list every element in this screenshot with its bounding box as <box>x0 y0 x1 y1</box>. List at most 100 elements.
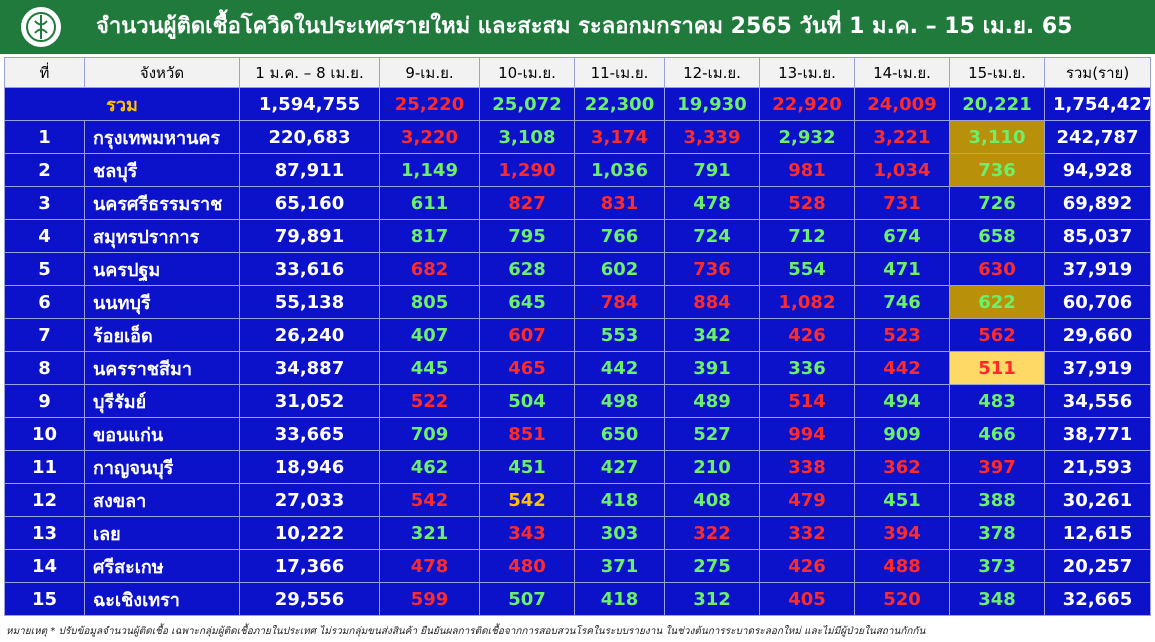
case-count: 791 <box>664 153 760 187</box>
province-name: นครศรีธรรมราช <box>84 186 240 220</box>
case-count: 388 <box>949 483 1045 517</box>
case-count: 478 <box>664 186 760 220</box>
case-count: 38,771 <box>1044 417 1151 451</box>
row-number: 15 <box>4 582 85 616</box>
case-count: 712 <box>759 219 855 253</box>
case-count: 909 <box>854 417 950 451</box>
case-count: 69,892 <box>1044 186 1151 220</box>
province-name: เลย <box>84 516 240 550</box>
case-count: 2,932 <box>759 120 855 154</box>
case-count: 465 <box>479 351 575 385</box>
case-count: 736 <box>664 252 760 286</box>
case-count: 37,919 <box>1044 252 1151 286</box>
case-count: 489 <box>664 384 760 418</box>
column-header: 10-เม.ย. <box>479 57 575 88</box>
case-count: 1,149 <box>379 153 480 187</box>
case-count: 498 <box>574 384 665 418</box>
case-count: 343 <box>479 516 575 550</box>
column-header: 9-เม.ย. <box>379 57 480 88</box>
case-count: 405 <box>759 582 855 616</box>
case-count: 34,887 <box>239 351 380 385</box>
case-count: 658 <box>949 219 1045 253</box>
case-count: 362 <box>854 450 950 484</box>
case-count: 338 <box>759 450 855 484</box>
covid-table: ที่ จังหวัด 1 ม.ค. – 8 เม.ย. 9-เม.ย. 10-เม.ย… <box>4 57 1151 616</box>
case-count: 766 <box>574 219 665 253</box>
case-count: 884 <box>664 285 760 319</box>
total-label: รวม <box>4 87 240 121</box>
total-value: 24,009 <box>854 87 950 121</box>
column-header: 12-เม.ย. <box>664 57 760 88</box>
case-count: 394 <box>854 516 950 550</box>
province-name: ชลบุรี <box>84 153 240 187</box>
case-count: 3,110 <box>949 120 1045 154</box>
case-count: 336 <box>759 351 855 385</box>
case-count: 607 <box>479 318 575 352</box>
case-count: 408 <box>664 483 760 517</box>
case-count: 726 <box>949 186 1045 220</box>
case-count: 522 <box>379 384 480 418</box>
case-count: 831 <box>574 186 665 220</box>
case-count: 674 <box>854 219 950 253</box>
province-row: 4 สมุทรปราการ 79,891 817 795 766 724 712 674 658 8… <box>4 219 1151 253</box>
row-number: 4 <box>4 219 85 253</box>
case-count: 210 <box>664 450 760 484</box>
case-count: 321 <box>379 516 480 550</box>
case-count: 622 <box>949 285 1045 319</box>
case-count: 220,683 <box>239 120 380 154</box>
column-header: 11-เม.ย. <box>574 57 665 88</box>
case-count: 21,593 <box>1044 450 1151 484</box>
row-number: 13 <box>4 516 85 550</box>
column-header: ที่ <box>4 57 85 88</box>
footnote: หมายเหตุ * ปรับข้อมูลจำนวนผู้ติดเชื้อ เฉ… <box>6 626 926 637</box>
total-value: 1,594,755 <box>239 87 380 121</box>
case-count: 483 <box>949 384 1045 418</box>
case-count: 709 <box>379 417 480 451</box>
province-row: 2 ชลบุรี 87,911 1,149 1,290 1,036 791 981 1,034 7… <box>4 153 1151 187</box>
case-count: 378 <box>949 516 1045 550</box>
total-value: 20,221 <box>949 87 1045 121</box>
case-count: 371 <box>574 549 665 583</box>
case-count: 32,665 <box>1044 582 1151 616</box>
case-count: 20,257 <box>1044 549 1151 583</box>
case-count: 451 <box>854 483 950 517</box>
case-count: 3,221 <box>854 120 950 154</box>
header-bar: จำนวนผู้ติดเชื้อโควิดในประเทศรายใหม่ และ… <box>0 0 1155 54</box>
case-count: 33,616 <box>239 252 380 286</box>
case-count: 427 <box>574 450 665 484</box>
column-header: จังหวัด <box>84 57 240 88</box>
case-count: 724 <box>664 219 760 253</box>
case-count: 34,556 <box>1044 384 1151 418</box>
row-number: 1 <box>4 120 85 154</box>
province-row: 3 นครศรีธรรมราช 65,160 611 827 831 478 528 731 72… <box>4 186 1151 220</box>
case-count: 462 <box>379 450 480 484</box>
case-count: 520 <box>854 582 950 616</box>
case-count: 471 <box>854 252 950 286</box>
case-count: 527 <box>664 417 760 451</box>
case-count: 442 <box>574 351 665 385</box>
province-row: 8 นครราชสีมา 34,887 445 465 442 391 336 442 511 37… <box>4 351 1151 385</box>
province-name: สงขลา <box>84 483 240 517</box>
row-number: 11 <box>4 450 85 484</box>
case-count: 31,052 <box>239 384 380 418</box>
row-number: 12 <box>4 483 85 517</box>
case-count: 30,261 <box>1044 483 1151 517</box>
case-count: 12,615 <box>1044 516 1151 550</box>
case-count: 981 <box>759 153 855 187</box>
case-count: 514 <box>759 384 855 418</box>
case-count: 602 <box>574 252 665 286</box>
case-count: 303 <box>574 516 665 550</box>
case-count: 348 <box>949 582 1045 616</box>
case-count: 342 <box>664 318 760 352</box>
case-count: 746 <box>854 285 950 319</box>
column-header: รวม(ราย) <box>1044 57 1151 88</box>
row-number: 14 <box>4 549 85 583</box>
case-count: 480 <box>479 549 575 583</box>
case-count: 682 <box>379 252 480 286</box>
case-count: 795 <box>479 219 575 253</box>
case-count: 10,222 <box>239 516 380 550</box>
case-count: 466 <box>949 417 1045 451</box>
case-count: 1,034 <box>854 153 950 187</box>
case-count: 479 <box>759 483 855 517</box>
